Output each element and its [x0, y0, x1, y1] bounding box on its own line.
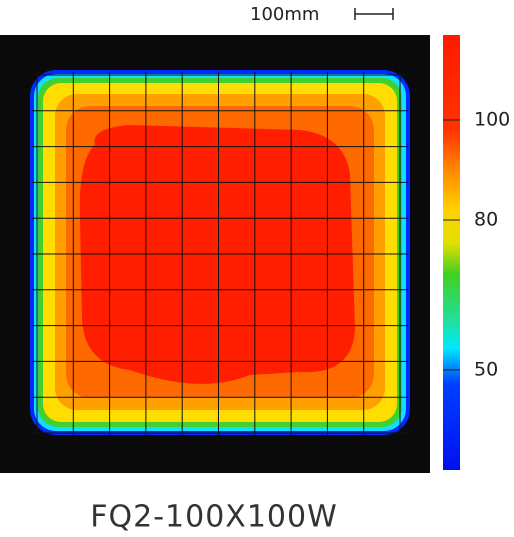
colorbar: [443, 35, 460, 470]
heatmap: [30, 70, 410, 435]
scale-bar: [354, 8, 394, 20]
chart-title: FQ2-100X100W: [90, 500, 338, 534]
colorbar-tick-label: 50: [474, 359, 498, 381]
grid: [32, 72, 408, 435]
colorbar-ticks: 50 80 100: [443, 109, 510, 381]
colorbar-tick-label: 80: [474, 209, 498, 231]
scale-label: 100mm: [250, 4, 319, 25]
colorbar-tick-label: 100: [474, 109, 510, 131]
